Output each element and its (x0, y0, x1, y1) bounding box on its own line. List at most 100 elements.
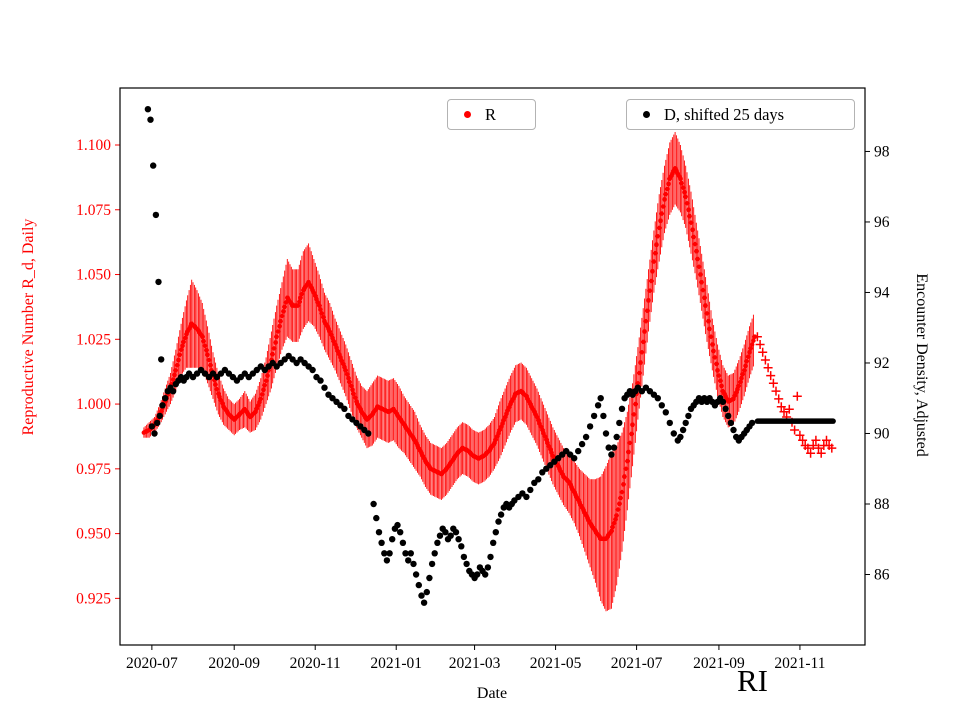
x-tick-label: 2021-07 (611, 655, 663, 672)
data-point (154, 419, 161, 427)
data-point (383, 557, 391, 564)
data-point (460, 553, 468, 561)
data-point (378, 539, 385, 546)
legend-r-marker-icon (464, 111, 471, 118)
data-point (610, 444, 618, 451)
data-point (670, 430, 677, 437)
data-point (751, 338, 756, 343)
data-point (535, 476, 542, 483)
legend-d: D, shifted 25 days (626, 99, 855, 130)
plus-marker (771, 386, 781, 396)
data-point (156, 412, 163, 420)
left-y-tick-label: 1.100 (76, 137, 111, 154)
data-point (418, 592, 425, 599)
data-point (616, 419, 623, 427)
plus-marker (814, 443, 823, 453)
data-point (722, 405, 729, 412)
left-y-tick-label: 1.075 (76, 202, 111, 219)
data-point (410, 560, 417, 568)
data-point (375, 529, 383, 536)
data-point (365, 430, 372, 437)
left-y-tick-label: 0.925 (76, 590, 111, 607)
data-point (594, 402, 602, 409)
plus-marker (808, 441, 818, 450)
data-point (474, 571, 481, 578)
data-point (597, 395, 604, 402)
data-point (405, 557, 412, 564)
legend-r-label: R (485, 104, 497, 124)
x-tick-label: 2020-11 (290, 655, 341, 672)
data-point (151, 430, 158, 437)
plot-frame (119, 87, 866, 646)
data-point (415, 581, 422, 589)
data-point (748, 419, 756, 427)
data-point (490, 539, 497, 546)
data-point (399, 539, 407, 546)
data-point (423, 588, 430, 596)
plus-marker (760, 355, 770, 365)
data-point (428, 560, 436, 568)
x-axis-label: Date (477, 685, 507, 702)
data-point (495, 518, 502, 525)
data-point (600, 412, 607, 420)
right-y-tick-label: 88 (874, 496, 890, 513)
plus-marker (827, 443, 837, 453)
data-point (679, 426, 687, 434)
right-y-tick-label: 92 (874, 355, 890, 372)
plus-marker (752, 332, 762, 342)
right-y-tick-label: 94 (874, 284, 890, 301)
data-point (381, 550, 388, 557)
data-point (144, 106, 152, 113)
data-point (571, 455, 578, 462)
plot-area: 2020-07 2020-09 2020-11 2021-01 2021-03 2021-… (76, 87, 890, 672)
x-tick-label: 2021-01 (370, 655, 422, 672)
plus-marker (795, 430, 805, 440)
plus-marker (758, 347, 768, 357)
plus-marker (816, 448, 826, 458)
data-point (370, 500, 377, 508)
data-point (497, 511, 505, 518)
data-point (578, 440, 586, 448)
data-point (162, 395, 169, 402)
data-point (309, 366, 316, 374)
plus-marker (763, 363, 773, 373)
left-y-tick-label: 1.025 (76, 331, 111, 348)
plus-marker (776, 402, 786, 412)
series-d-shifted-25-days (144, 106, 756, 606)
data-point (442, 529, 449, 536)
data-point (666, 419, 673, 427)
data-point (394, 521, 401, 529)
annotation-ri: RI (737, 663, 768, 698)
plus-marker (755, 340, 765, 349)
x-tick-label: 2021-09 (693, 655, 745, 672)
data-point (321, 384, 328, 391)
left-y-axis-label: Reproductive Number R_d, Daily (20, 219, 37, 436)
data-point (407, 550, 414, 557)
x-tick-label: 2021-03 (449, 655, 501, 672)
data-point (608, 451, 615, 458)
data-point (575, 447, 582, 455)
data-point (482, 571, 489, 578)
right-y-tick-label: 98 (874, 143, 890, 160)
left-y-tick-label: 0.950 (76, 526, 111, 543)
x-tick-label: 2021-11 (774, 655, 825, 672)
x-tick-label: 2020-09 (208, 655, 260, 672)
data-point (523, 493, 530, 501)
data-point (458, 543, 465, 550)
plus-marker (811, 435, 821, 445)
right-y-axis-label: Encounter Density, Adjusted (913, 273, 930, 456)
data-point (719, 398, 727, 405)
data-point (152, 211, 160, 219)
left-y-tick-label: 0.975 (76, 461, 111, 478)
data-point (662, 409, 669, 416)
legend-d-marker-icon (643, 111, 650, 118)
data-point (455, 536, 462, 543)
data-point (386, 550, 393, 557)
data-point (402, 550, 409, 557)
data-point (169, 388, 177, 395)
data-point (527, 486, 534, 494)
plus-marker (779, 407, 789, 417)
data-point (412, 571, 420, 578)
data-point (436, 532, 444, 539)
data-point (341, 405, 348, 412)
